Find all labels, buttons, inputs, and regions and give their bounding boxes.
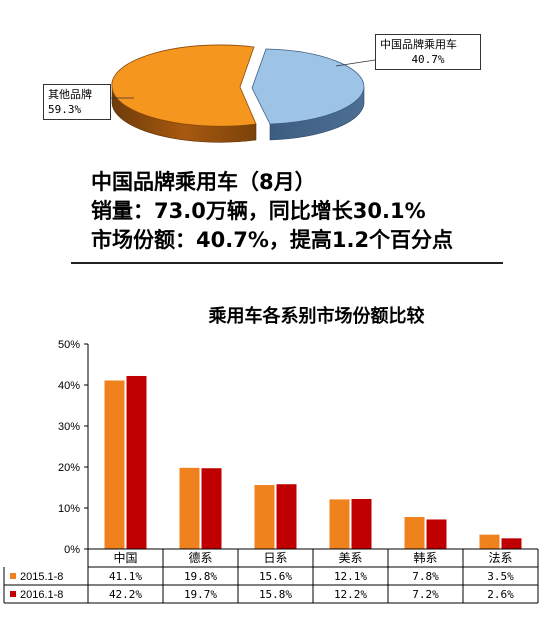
pie-slice-china-top — [251, 48, 365, 125]
x-category-label: 法系 — [488, 551, 512, 565]
bar-2-0 — [126, 375, 147, 549]
data-label-2-1: 19.7% — [184, 588, 217, 601]
pie-chart: 其他品牌 59.3% 中国品牌乘用车 40.7% — [0, 0, 553, 160]
bar-1-1 — [179, 467, 200, 549]
data-label-2-4: 7.2% — [412, 588, 439, 601]
pie-label-china-name: 中国品牌乘用车 — [380, 38, 457, 51]
summary-line-3: 市场份额：40.7%，提高1.2个百分点 — [91, 228, 454, 252]
y-tick-label: 10% — [58, 503, 80, 515]
pie-label-china: 中国品牌乘用车 40.7% — [375, 34, 481, 70]
bar-2-5 — [501, 538, 522, 549]
x-category-label: 韩系 — [413, 550, 437, 565]
y-tick-label: 50% — [58, 339, 80, 351]
pie-label-other-name: 其他品牌 — [48, 88, 92, 101]
x-category-label: 日系 — [263, 551, 287, 565]
bar-1-5 — [479, 534, 500, 549]
summary-line-2: 销量：73.0万辆，同比增长30.1% — [91, 199, 426, 223]
pie-label-other: 其他品牌 59.3% — [43, 84, 111, 120]
bar-2-3 — [351, 498, 372, 549]
bar-1-4 — [404, 517, 425, 549]
data-label-1-1: 19.8% — [184, 570, 217, 583]
data-label-1-3: 12.1% — [334, 570, 367, 583]
bar-2-1 — [201, 468, 222, 549]
data-label-2-3: 12.2% — [334, 588, 367, 601]
pie-label-china-pct: 40.7% — [411, 53, 445, 66]
summary-line-1: 中国品牌乘用车（8月） — [91, 170, 316, 194]
bar-1-0 — [104, 380, 125, 549]
y-tick-label: 0% — [64, 544, 80, 556]
data-label-2-0: 42.2% — [109, 588, 142, 601]
x-category-label: 美系 — [338, 551, 362, 565]
y-tick-label: 40% — [58, 380, 80, 392]
data-label-2-2: 15.8% — [259, 588, 292, 601]
pie-chart-svg — [101, 44, 376, 143]
summary-divider — [71, 262, 503, 264]
bar-chart-title: 乘用车各系别市场份额比较 — [208, 306, 425, 327]
x-category-label: 德系 — [188, 550, 212, 565]
bar-1-2 — [254, 485, 275, 549]
pie-label-other-pct: 59.3% — [48, 103, 82, 116]
data-label-1-5: 3.5% — [487, 570, 514, 583]
x-category-label: 中国 — [113, 550, 137, 565]
legend-label-1: 2015.1-8 — [20, 571, 63, 583]
bar-1-3 — [329, 499, 350, 549]
legend-label-2: 2016.1-8 — [20, 589, 63, 601]
y-tick-label: 20% — [58, 462, 80, 474]
summary-block: 中国品牌乘用车（8月） 销量：73.0万辆，同比增长30.1% 市场份额：40.… — [91, 168, 531, 255]
data-label-1-2: 15.6% — [259, 570, 292, 583]
legend-swatch-1 — [10, 573, 16, 579]
data-label-2-5: 2.6% — [487, 588, 514, 601]
legend-swatch-2 — [10, 591, 16, 597]
bar-2-2 — [276, 484, 297, 549]
leader-line-china — [335, 59, 376, 67]
pie-slice-other-top — [111, 44, 257, 127]
y-tick-label: 30% — [58, 421, 80, 433]
bar-chart: 0% 10% 20% 30% 40% 50% 中国 德系 日系 美系 韩系 法系 2015.1-8 41.… — [3, 339, 539, 604]
data-label-1-4: 7.8% — [412, 570, 439, 583]
bar-2-4 — [426, 519, 447, 549]
data-label-1-0: 41.1% — [109, 570, 142, 583]
